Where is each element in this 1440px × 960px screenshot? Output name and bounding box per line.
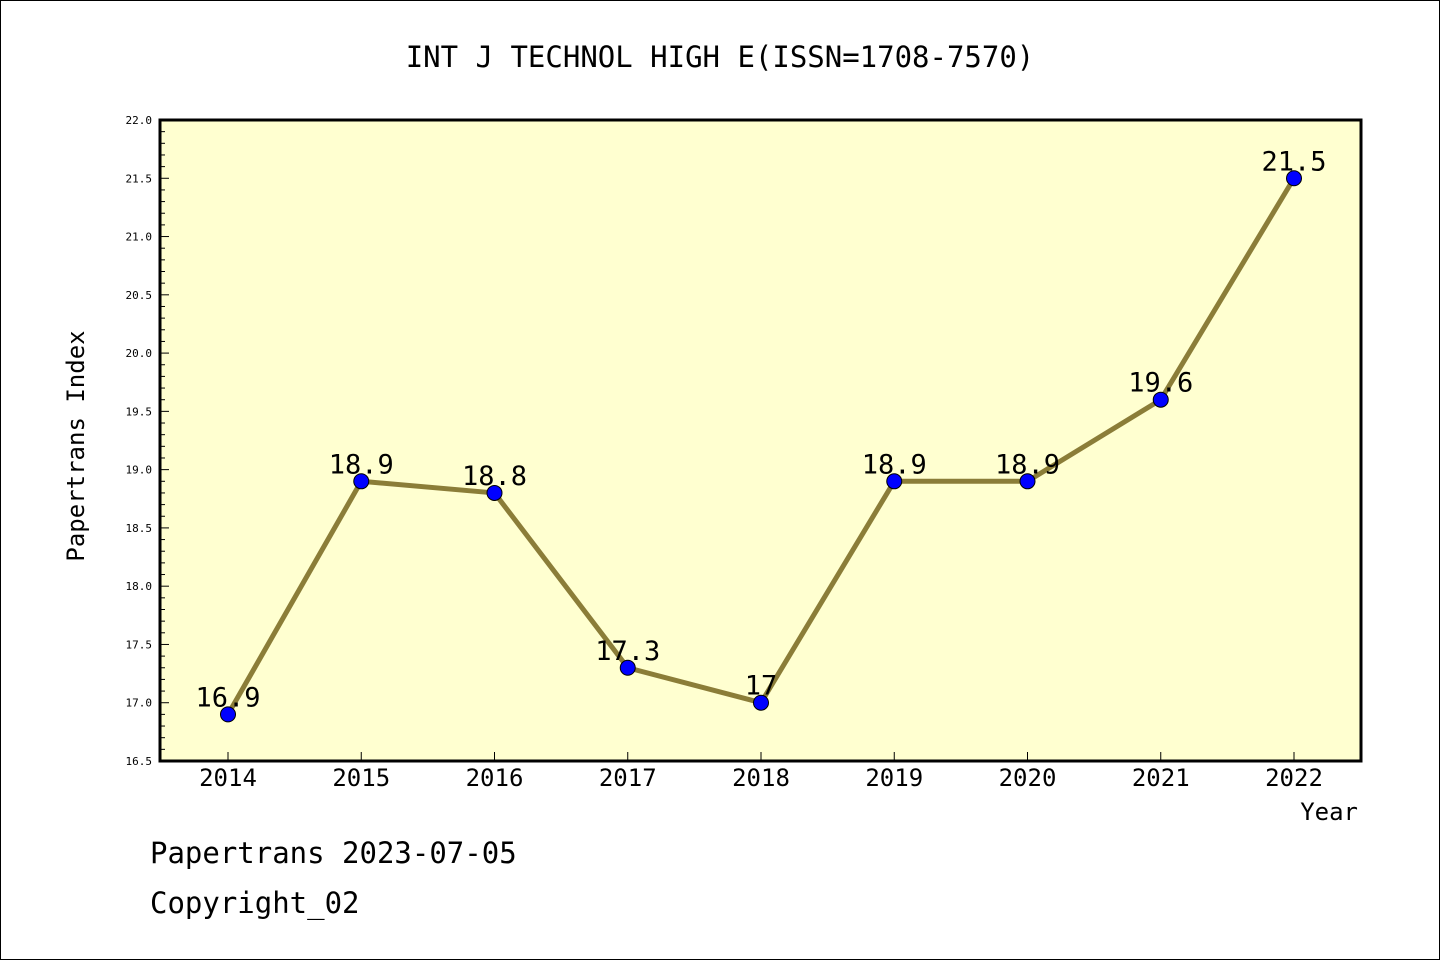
y-axis-label: Papertrans Index [62, 330, 90, 561]
plot-area [158, 118, 1363, 763]
footer-date: Papertrans 2023-07-05 [150, 836, 517, 870]
y-tick-label: 21.0 [126, 231, 153, 244]
x-tick-label: 2022 [1265, 764, 1323, 792]
data-point [753, 694, 769, 711]
series-layer: 16.9 18.9 18.8 17.3 17 18.9 18.9 19.6 21.5 [195, 146, 1327, 723]
data-label: 17 [745, 671, 778, 702]
data-point [619, 659, 636, 676]
data-point [1152, 391, 1169, 408]
data-label: 16.9 [195, 682, 260, 713]
data-label: 18.9 [862, 449, 927, 480]
x-tick-label: 2019 [865, 764, 923, 792]
y-tick-label: 21.5 [126, 172, 153, 185]
y-tick-label: 17.0 [126, 697, 153, 710]
x-axis-label: Year [1300, 798, 1358, 826]
y-tick-label: 17.5 [126, 638, 153, 651]
y-tick-label: 18.5 [126, 522, 153, 535]
footer-copyright: Copyright_02 [150, 886, 360, 921]
x-tick-label: 2016 [466, 764, 524, 792]
x-tick-label: 2018 [732, 764, 790, 792]
data-point [353, 473, 370, 490]
data-point [1286, 170, 1302, 187]
data-point [886, 473, 903, 490]
y-tick-label: 19.0 [126, 464, 153, 477]
chart-title: INT J TECHNOL HIGH E(ISSN=1708-7570) [406, 40, 1035, 74]
data-point [220, 706, 236, 723]
data-label: 18.9 [329, 449, 394, 480]
y-axis: 16.5 17.0 17.5 18.0 18.5 19.0 19.5 20.0 20.5 21.0… [126, 114, 169, 768]
y-tick-label: 22.0 [126, 114, 153, 127]
data-label: 17.3 [595, 636, 660, 667]
x-tick-label: 2017 [599, 764, 657, 792]
y-tick-label: 20.5 [126, 289, 153, 302]
y-tick-label: 20.0 [126, 347, 153, 360]
data-point [486, 484, 503, 501]
x-tick-label: 2014 [199, 764, 257, 792]
data-point [1019, 473, 1036, 490]
x-tick-label: 2020 [999, 764, 1057, 792]
y-tick-label: 16.5 [126, 755, 153, 768]
data-label: 19.6 [1128, 368, 1193, 399]
x-axis: 2014 2015 2016 2017 2018 2019 2020 2021 2022 [199, 752, 1323, 792]
data-label: 21.5 [1261, 146, 1326, 177]
data-label: 18.8 [462, 461, 527, 492]
x-tick-label: 2021 [1132, 764, 1190, 792]
x-tick-label: 2015 [332, 764, 390, 792]
y-tick-label: 19.5 [126, 405, 153, 418]
y-tick-label: 18.0 [126, 580, 153, 593]
data-label: 18.9 [995, 449, 1060, 480]
